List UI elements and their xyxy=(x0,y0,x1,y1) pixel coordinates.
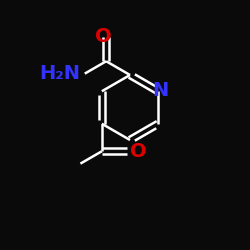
Text: O: O xyxy=(95,27,112,46)
Text: O: O xyxy=(130,142,147,161)
Text: H₂N: H₂N xyxy=(39,64,80,83)
Text: N: N xyxy=(152,80,169,100)
